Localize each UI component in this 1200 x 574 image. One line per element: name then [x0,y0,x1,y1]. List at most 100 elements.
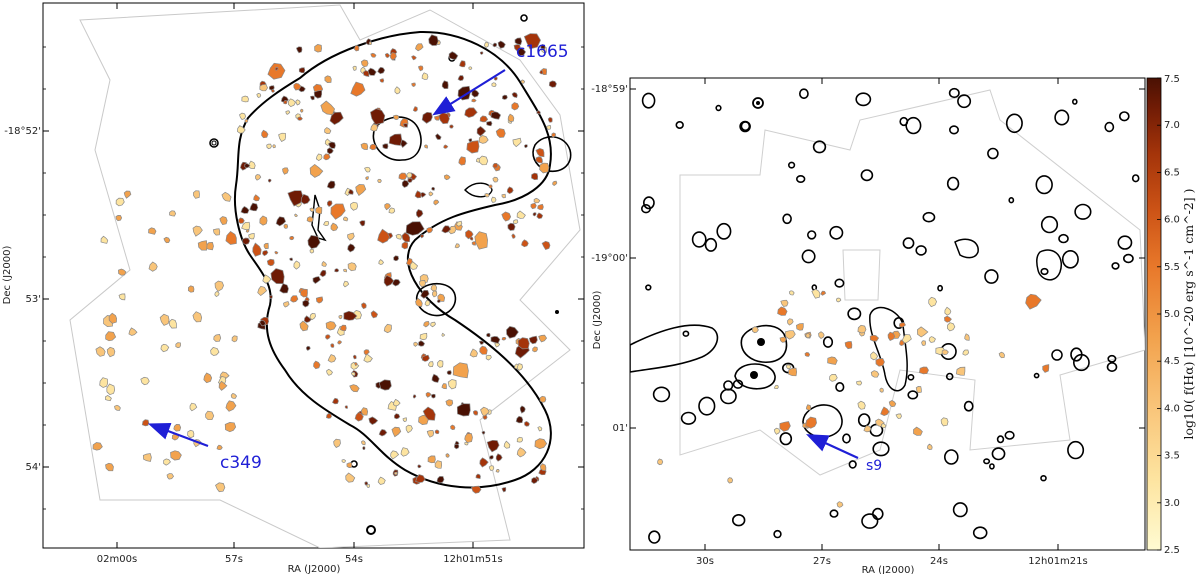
halpha-region [344,405,348,409]
halpha-region [1025,293,1042,310]
halpha-region [212,228,221,236]
halpha-region [187,429,195,439]
halpha-region [224,422,237,433]
halpha-region [456,403,471,417]
point-contour [963,400,974,412]
point-contour [922,211,936,223]
halpha-region [779,421,791,432]
halpha-region [471,98,477,103]
point-contour [1004,430,1015,440]
halpha-region [269,294,273,299]
halpha-region [330,222,339,232]
halpha-region [469,348,478,358]
halpha-region [370,123,378,132]
point-contour [822,336,834,348]
halpha-region [213,334,222,342]
point-contour [991,447,1006,461]
halpha-region [343,310,358,321]
halpha-region [394,471,398,476]
halpha-region [888,399,897,408]
left-y-axis-label: Dec (J2000) [2,246,13,305]
halpha-region [523,33,541,50]
halpha-region [524,420,530,427]
right-x-tick-label: 30s [696,556,714,567]
halpha-region [225,230,237,245]
halpha-region [478,340,485,345]
halpha-region [324,127,332,135]
halpha-region [353,361,358,367]
halpha-region [536,110,541,115]
halpha-region [464,107,478,118]
halpha-region [283,223,289,229]
halpha-region [269,85,275,91]
halpha-region [857,400,866,410]
halpha-region [249,202,259,212]
left-point-contour [366,525,376,535]
point-contour [1035,175,1053,195]
halpha-region [340,324,347,332]
halpha-region [283,100,288,105]
halpha-region [528,335,538,345]
halpha-region [534,438,548,450]
right-x-tick-label: 12h01m21s [1028,556,1087,567]
halpha-region [421,354,430,362]
halpha-region [405,221,425,236]
halpha-region [494,76,498,81]
point-contour [948,125,959,135]
halpha-region [218,380,228,391]
halpha-region [773,384,779,390]
colorbar-label: log10( f(Hα) [10^-20 erg s^-1 cm^-2] ) [1181,189,1196,440]
halpha-region [507,222,516,231]
right-contour [1051,349,1063,361]
halpha-region [253,194,261,202]
halpha-region [465,229,474,240]
halpha-region [262,274,272,284]
halpha-region [225,400,237,412]
halpha-region [811,288,821,299]
halpha-region [118,293,126,301]
halpha-region [142,453,152,462]
point-contour [723,380,734,391]
halpha-region [928,296,937,308]
point-contour [946,176,960,191]
halpha-region [347,243,356,253]
right-panel: 30s 27s 24s 12h01m21s RA (J2000) -18°59'… [591,77,1146,574]
point-contour [996,435,1005,444]
halpha-region [295,99,301,106]
right-ticks [630,78,1145,550]
left-inner-contour [464,182,493,198]
halpha-region [484,193,490,198]
point-contour [984,269,999,284]
point-contour [945,372,954,381]
halpha-region [820,290,827,296]
halpha-region [479,345,488,355]
halpha-region [326,368,333,376]
halpha-region [516,436,523,443]
halpha-region [407,178,413,183]
point-contour [1119,111,1130,122]
halpha-region [927,443,933,450]
halpha-region [497,40,506,49]
point-contour [704,237,718,252]
halpha-region [449,124,454,129]
halpha-region [283,301,290,308]
halpha-region [166,473,175,480]
halpha-region [433,199,440,206]
halpha-region [479,457,489,468]
halpha-region [547,117,553,123]
halpha-region [479,115,489,123]
halpha-region [170,450,182,461]
halpha-region [114,404,121,411]
point-contour [715,104,722,112]
halpha-region [870,351,879,361]
halpha-region [105,394,112,402]
halpha-region [128,327,138,336]
halpha-region [239,112,246,121]
halpha-region [401,241,409,250]
halpha-region [368,416,379,426]
halpha-region [378,259,384,265]
colorbar-tick-label: 7.0 [1164,120,1180,131]
point-contour [1070,347,1083,362]
halpha-region [240,206,250,214]
halpha-region [514,37,523,46]
